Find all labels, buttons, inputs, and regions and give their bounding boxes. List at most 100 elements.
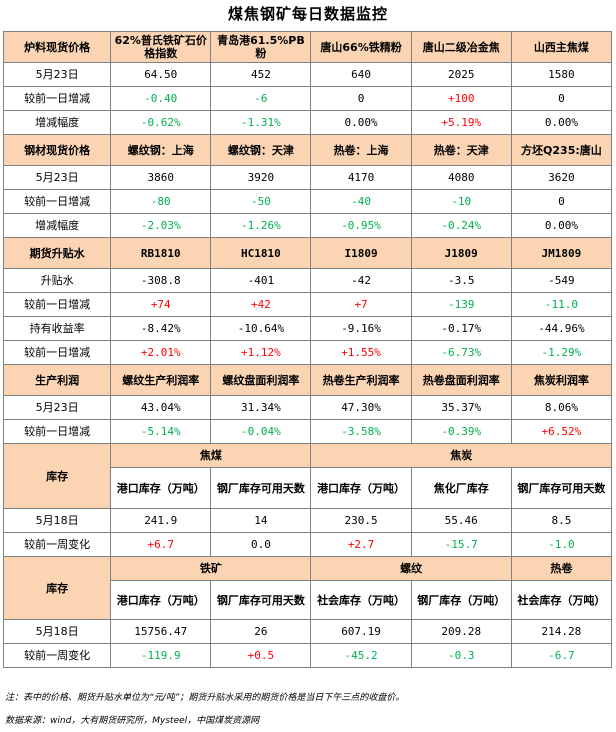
table-cell: +1.12%: [210, 340, 312, 365]
table-cell: -0.17%: [410, 316, 512, 341]
profit-header-row: 生产利润 螺纹生产利润率 螺纹盘面利润率 热卷生产利润率 热卷盘面利润率 焦炭利…: [2, 364, 613, 396]
table-cell: 0: [310, 86, 412, 111]
column-header: 唐山二级冶金焦: [410, 31, 512, 63]
row-label: 5月23日: [2, 165, 112, 190]
column-header: 热卷：天津: [410, 134, 512, 166]
column-header: 唐山66%铁精粉: [310, 31, 412, 63]
table-cell: 8.5: [510, 508, 613, 533]
table-cell: 209.28: [410, 619, 512, 644]
table-cell: +5.19%: [410, 110, 512, 135]
inventory-group-row: 库存 焦煤 焦炭: [2, 443, 612, 509]
table-row: 增减幅度 -0.62% -1.31% 0.00% +5.19% 0.00%: [2, 110, 613, 135]
table-cell: 640: [310, 62, 412, 87]
column-header: 青岛港61.5%PB粉: [210, 31, 312, 63]
column-header: 62%普氏铁矿石价格指数: [110, 31, 212, 63]
page-title: 煤焦钢矿每日数据监控: [227, 5, 388, 23]
table-row: 升贴水 -308.8 -401 -42 -3.5 -549: [2, 268, 613, 293]
table-row: 较前一日增减 -80 -50 -40 -10 0: [2, 189, 613, 214]
row-label: 较前一日增减: [2, 189, 112, 214]
row-label: 较前一周变化: [2, 532, 112, 557]
table-cell: 15756.47: [110, 619, 212, 644]
table-cell: 2025: [410, 62, 512, 87]
column-header: HC1810: [210, 237, 312, 269]
column-header: 热卷生产利润率: [310, 364, 412, 396]
column-header: 螺纹生产利润率: [110, 364, 212, 396]
table-cell: 55.46: [410, 508, 512, 533]
table-cell: -0.24%: [410, 213, 512, 238]
table-cell: +100: [410, 86, 512, 111]
column-header: 港口库存（万吨）: [110, 580, 212, 620]
column-header: 焦炭利润率: [510, 364, 613, 396]
table-cell: 31.34%: [210, 395, 312, 420]
table-cell: +74: [110, 292, 212, 317]
table-cell: 43.04%: [110, 395, 212, 420]
table-row: 增减幅度 -2.03% -1.26% -0.95% -0.24% 0.00%: [2, 213, 613, 238]
table-cell: -2.03%: [110, 213, 212, 238]
table-row: 较前一日增减 -5.14% -0.04% -3.58% -0.39% +6.52…: [2, 419, 613, 444]
table-cell: -1.26%: [210, 213, 312, 238]
column-header: 钢厂库存可用天数: [210, 580, 312, 620]
table-cell: 8.06%: [510, 395, 613, 420]
table-cell: -8.42%: [110, 316, 212, 341]
table-cell: 4080: [410, 165, 512, 190]
table-cell: -6.73%: [410, 340, 512, 365]
table-cell: -0.95%: [310, 213, 412, 238]
table-cell: -10.64%: [210, 316, 312, 341]
table-cell: -0.40: [110, 86, 212, 111]
table-cell: 452: [210, 62, 312, 87]
table-cell: -0.3: [410, 643, 512, 668]
futures-header-row: 期货升贴水 RB1810 HC1810 I1809 J1809 JM1809: [2, 237, 613, 269]
table-cell: -0.04%: [210, 419, 312, 444]
table-cell: -6: [210, 86, 312, 111]
monitor-table: 炉料现货价格 62%普氏铁矿石价格指数 青岛港61.5%PB粉 唐山66%铁精粉…: [2, 31, 613, 668]
table-cell: +2.7: [310, 532, 412, 557]
footnote-units: 注：表中的价格、期货升贴水单位为“元/吨”；期货升贴水采用的期货价格是当日下午三…: [5, 693, 405, 703]
section-label: 炉料现货价格: [2, 31, 112, 63]
table-row: 5月23日 64.50 452 640 2025 1580: [2, 62, 613, 87]
row-label: 5月18日: [2, 508, 112, 533]
table-cell: 64.50: [110, 62, 212, 87]
group-header: 铁矿: [110, 556, 312, 581]
table-row: 5月23日 3860 3920 4170 4080 3620: [2, 165, 613, 190]
row-label: 持有收益率: [2, 316, 112, 341]
table-cell: 3860: [110, 165, 212, 190]
table-cell: -1.29%: [510, 340, 613, 365]
row-label: 增减幅度: [2, 110, 112, 135]
row-label: 较前一日增减: [2, 86, 112, 111]
table-cell: +42: [210, 292, 312, 317]
table-cell: -401: [210, 268, 312, 293]
section-label: 库存: [2, 443, 112, 509]
column-header: JM1809: [510, 237, 613, 269]
table-cell: -1.0: [510, 532, 613, 557]
column-header: 热卷盘面利润率: [410, 364, 512, 396]
row-label: 升贴水: [2, 268, 112, 293]
table-row: 较前一日增减 +2.01% +1.12% +1.55% -6.73% -1.29…: [2, 340, 613, 365]
section-label: 期货升贴水: [2, 237, 112, 269]
table-cell: -44.96%: [510, 316, 613, 341]
column-header: 螺纹钢：上海: [110, 134, 212, 166]
table-cell: +2.01%: [110, 340, 212, 365]
column-header: 方坯Q235:唐山: [510, 134, 613, 166]
table-cell: -6.7: [510, 643, 613, 668]
row-label: 较前一日增减: [2, 419, 112, 444]
table-cell: +0.5: [210, 643, 312, 668]
table-cell: -9.16%: [310, 316, 412, 341]
section-label: 生产利润: [2, 364, 112, 396]
row-label: 较前一周变化: [2, 643, 112, 668]
table-cell: 1580: [510, 62, 613, 87]
column-header: 热卷：上海: [310, 134, 412, 166]
column-header: 钢厂库存可用天数: [510, 467, 613, 509]
row-label: 5月18日: [2, 619, 112, 644]
table-cell: 47.30%: [310, 395, 412, 420]
table-cell: 26: [210, 619, 312, 644]
row-label: 较前一日增减: [2, 292, 112, 317]
table-row: 较前一日增减 -0.40 -6 0 +100 0: [2, 86, 613, 111]
column-header: J1809: [410, 237, 512, 269]
column-header: 钢厂库存可用天数: [210, 467, 312, 509]
table-cell: 4170: [310, 165, 412, 190]
table-cell: -3.5: [410, 268, 512, 293]
table-row: 5月23日 43.04% 31.34% 47.30% 35.37% 8.06%: [2, 395, 613, 420]
raw-material-header-row: 炉料现货价格 62%普氏铁矿石价格指数 青岛港61.5%PB粉 唐山66%铁精粉…: [2, 31, 613, 63]
column-header: 山西主焦煤: [510, 31, 613, 63]
table-cell: -139: [410, 292, 512, 317]
